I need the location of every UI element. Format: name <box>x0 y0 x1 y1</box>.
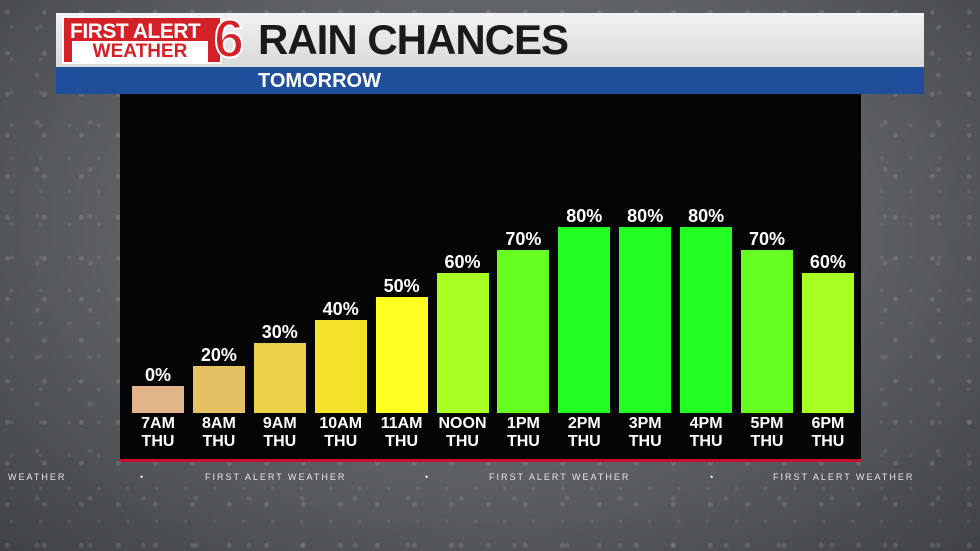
x-tick-time: 7AM <box>141 415 175 432</box>
bar-8 <box>619 226 672 413</box>
x-tick-time: 5PM <box>750 415 784 432</box>
x-tick-day: THU <box>811 433 845 450</box>
bar-4 <box>375 296 428 413</box>
logo-line2: WEATHER <box>72 41 208 62</box>
chart-baseline <box>120 459 861 462</box>
bar-3 <box>314 319 367 413</box>
ticker-item: FIRST ALERT WEATHER <box>489 472 631 482</box>
bar-value-label: 40% <box>322 298 359 319</box>
x-tick-day: THU <box>567 433 601 450</box>
bar-value-label: 70% <box>505 228 542 249</box>
bar-1 <box>192 366 245 413</box>
station-logo: FIRST ALERT WEATHER 6 <box>62 11 248 67</box>
x-tick-time: 4PM <box>689 415 723 432</box>
bar-2 <box>253 343 306 413</box>
x-tick-day: THU <box>141 433 175 450</box>
bar-9 <box>680 226 733 413</box>
x-tick-day: THU <box>446 433 479 450</box>
x-tick-time: NOON <box>438 415 487 432</box>
subtitle-banner <box>56 67 924 94</box>
page-subtitle: TOMORROW <box>258 70 381 92</box>
x-tick-time: 11AM <box>380 415 423 432</box>
x-tick-time: 3PM <box>628 415 662 432</box>
x-tick-time: 10AM <box>319 415 363 432</box>
bar-0 <box>132 386 184 413</box>
x-tick-day: THU <box>628 433 662 450</box>
bar-value-label: 30% <box>261 322 298 343</box>
ticker-item: FIRST ALERT WEATHER <box>205 472 347 482</box>
bar-value-label: 80% <box>566 205 603 226</box>
bar-value-label: 70% <box>748 228 786 249</box>
bar-6 <box>497 249 550 413</box>
x-tick-day: THU <box>385 433 419 450</box>
bar-value-label: 60% <box>809 252 846 273</box>
bar-value-label: 80% <box>627 205 664 226</box>
bar-5 <box>436 273 489 413</box>
x-tick-time: 6PM <box>811 415 845 432</box>
bar-10 <box>741 249 793 413</box>
ticker-item: • <box>710 472 716 482</box>
x-tick-day: THU <box>324 433 358 450</box>
page-title: RAIN CHANCES <box>258 16 569 63</box>
ticker-item: • <box>140 472 146 482</box>
bar-7 <box>558 226 611 413</box>
bar-11 <box>801 273 854 413</box>
bar-value-label: 20% <box>200 345 237 366</box>
ticker-strip: WEATHER • FIRST ALERT WEATHER • FIRST ALERT … <box>0 472 980 486</box>
bar-value-label: 60% <box>444 252 481 273</box>
ticker-item: WEATHER <box>8 472 67 482</box>
logo-badge: FIRST ALERT WEATHER <box>62 16 222 64</box>
bar-value-label: 50% <box>383 275 420 296</box>
x-tick-time: 1PM <box>506 415 540 432</box>
x-tick-time: 9AM <box>262 415 297 432</box>
bar-value-label: 0% <box>144 365 171 385</box>
logo-line1: FIRST ALERT <box>70 20 201 43</box>
bar-value-label: 80% <box>688 205 725 226</box>
x-tick-day: THU <box>689 433 723 450</box>
x-tick-time: 2PM <box>567 415 601 432</box>
x-tick-time: 8AM <box>202 415 236 432</box>
x-tick-day: THU <box>750 433 784 450</box>
x-tick-day: THU <box>263 433 297 450</box>
logo-number: 6 <box>213 9 245 69</box>
ticker-item: • <box>425 472 431 482</box>
x-tick-day: THU <box>202 433 236 450</box>
ticker-item: FIRST ALERT WEATHER <box>773 472 915 482</box>
x-tick-day: THU <box>506 433 540 450</box>
